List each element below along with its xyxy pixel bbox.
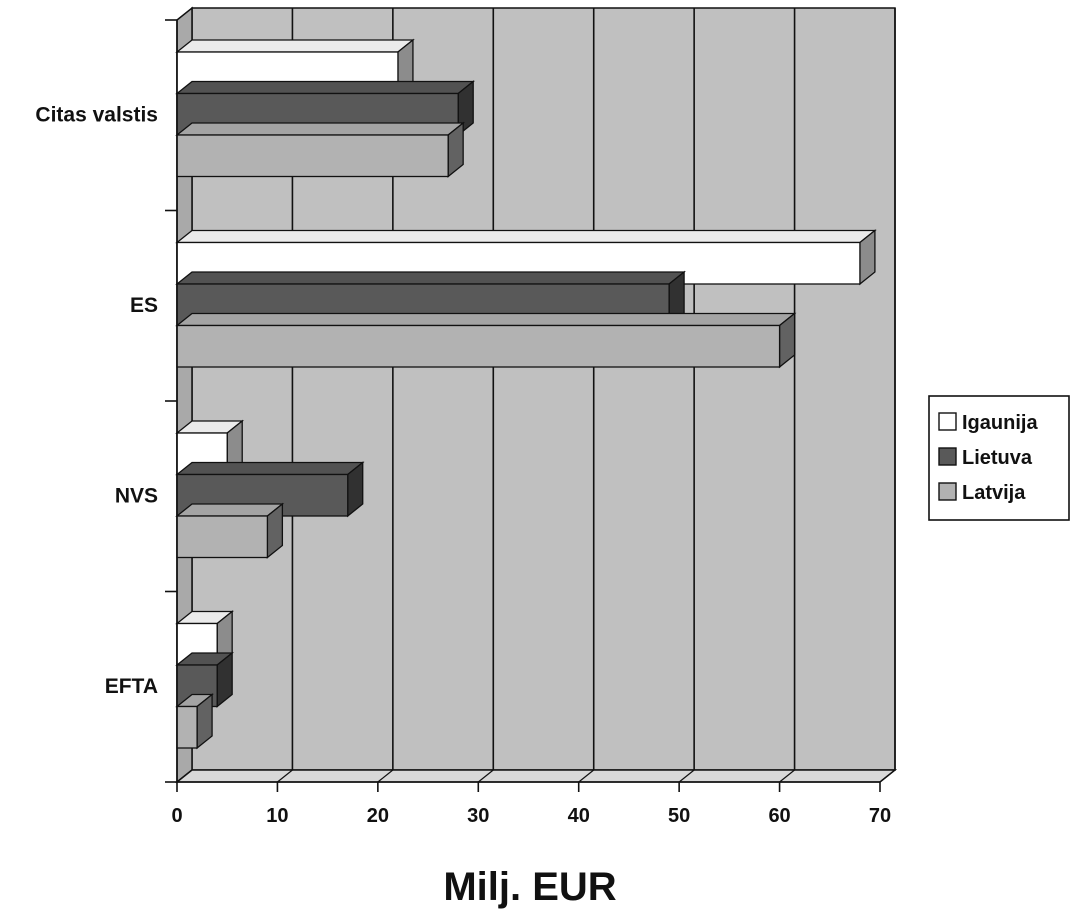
x-tick-label-20: 20 <box>367 805 389 827</box>
bar-latvija-efta <box>175 693 214 750</box>
legend-label: Lietuva <box>962 447 1033 469</box>
floor-gridline-30 <box>477 769 494 783</box>
x-tick-label-0: 0 <box>171 805 182 827</box>
bar-front-face <box>176 515 269 559</box>
legend-label: Igaunija <box>962 412 1038 434</box>
floor-gridline-10 <box>277 769 293 783</box>
legend-item-igaunija: Igaunija <box>938 412 1038 434</box>
plot-area <box>174 6 898 784</box>
bar-front-face <box>176 705 198 749</box>
x-tick-label-40: 40 <box>568 805 590 827</box>
bar-latvija-es <box>175 312 797 369</box>
bar-front-face <box>176 134 449 178</box>
floor-gridline-70 <box>879 769 896 783</box>
x-tick-label-60: 60 <box>768 805 790 827</box>
bar-latvija-nvs <box>175 502 285 559</box>
bar-top-face <box>175 80 476 95</box>
legend-item-latvija: Latvija <box>938 482 1026 504</box>
category-label-es: ES <box>130 294 158 317</box>
floor-gridline-60 <box>779 769 795 783</box>
category-label-nvs: NVS <box>115 484 158 507</box>
legend-swatch <box>938 447 957 466</box>
legend: Igaunija Lietuva Latvija <box>928 395 1070 521</box>
x-tick-label-10: 10 <box>266 805 288 827</box>
legend-swatch <box>938 482 957 501</box>
x-tick-label-50: 50 <box>668 805 690 827</box>
floor-gridline-20 <box>377 769 394 783</box>
bar-front-face <box>176 324 781 368</box>
axes: Citas valstis ES NVS EFTA 0 10 20 30 40 50 60 70 <box>35 19 891 827</box>
legend-swatch <box>938 412 957 431</box>
legend-label: Latvija <box>962 482 1026 504</box>
category-label-efta: EFTA <box>105 675 158 698</box>
floor-gridline-40 <box>578 769 595 783</box>
bar-top-face <box>175 229 877 244</box>
x-tick-label-70: 70 <box>869 805 891 827</box>
bars <box>175 38 877 750</box>
bar-top-face <box>175 271 686 285</box>
floor-gridline-50 <box>678 769 695 783</box>
bar-top-face <box>175 503 285 517</box>
category-label-citas-valstis: Citas valstis <box>35 103 158 126</box>
bar-top-face <box>175 312 797 327</box>
bar-top-face <box>175 39 415 53</box>
x-tick-label-30: 30 <box>467 805 489 827</box>
legend-item-lietuva: Lietuva <box>938 447 1033 469</box>
bar-top-face <box>175 122 466 136</box>
bar-top-face <box>175 461 365 476</box>
bar-latvija-citas-valstis <box>175 121 466 178</box>
x-axis-title: Milj. EUR <box>443 865 616 909</box>
